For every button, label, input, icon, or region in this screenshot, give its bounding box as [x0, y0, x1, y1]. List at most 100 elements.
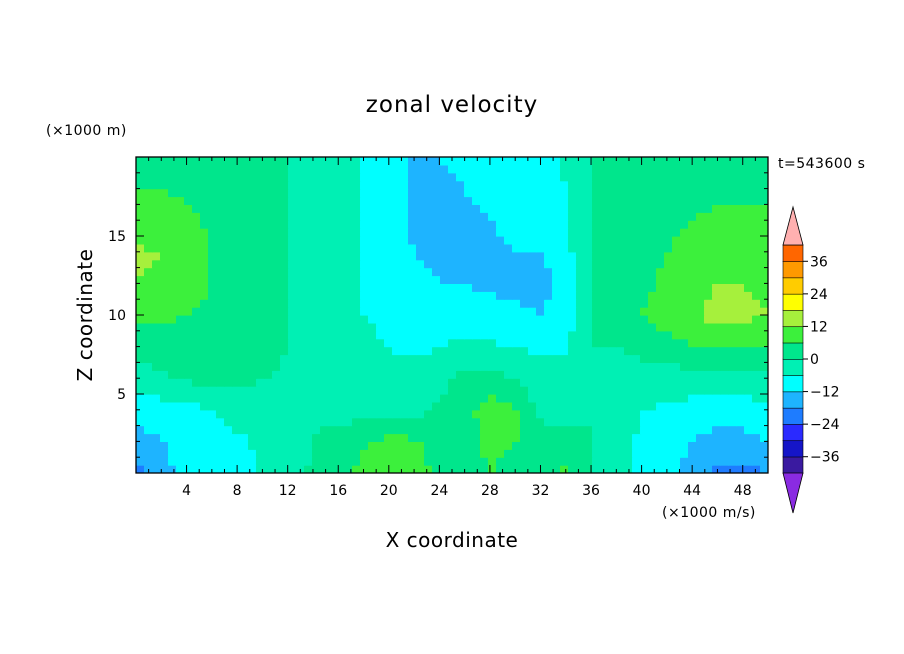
- heatmap-cell: [712, 243, 721, 253]
- heatmap-cell: [200, 243, 209, 253]
- heatmap-cell: [736, 401, 745, 411]
- heatmap-cell: [536, 457, 545, 466]
- heatmap-cell: [408, 307, 417, 316]
- heatmap-cell: [568, 417, 577, 427]
- heatmap-cell: [736, 251, 745, 261]
- heatmap-cell: [296, 228, 305, 237]
- heatmap-cell: [240, 283, 249, 292]
- heatmap-cell: [536, 433, 545, 442]
- heatmap-cell: [624, 354, 633, 363]
- heatmap-cell: [160, 457, 169, 466]
- heatmap-cell: [152, 354, 161, 363]
- heatmap-cell: [408, 164, 417, 174]
- heatmap-cell: [760, 267, 768, 277]
- heatmap-cell: [392, 267, 401, 277]
- heatmap-cell: [224, 315, 233, 324]
- heatmap-cell: [184, 180, 193, 190]
- heatmap-cell: [224, 370, 233, 379]
- heatmap-cell: [216, 220, 225, 229]
- heatmap-cell: [272, 204, 281, 213]
- heatmap-cell: [632, 465, 641, 473]
- heatmap-cell: [520, 465, 529, 473]
- heatmap-cell: [544, 338, 553, 348]
- heatmap-cell: [416, 267, 425, 277]
- heatmap-cell: [520, 401, 529, 411]
- heatmap-cell: [192, 449, 201, 458]
- heatmap-cell: [624, 243, 633, 253]
- heatmap-cell: [248, 433, 257, 442]
- heatmap-cell: [152, 449, 161, 458]
- heatmap-cell: [688, 291, 697, 300]
- heatmap-cell: [368, 401, 377, 411]
- heatmap-cell: [656, 401, 665, 411]
- heatmap-cell: [688, 212, 697, 221]
- heatmap-cell: [480, 330, 489, 340]
- heatmap-cell: [448, 220, 457, 229]
- heatmap-cell: [408, 157, 417, 166]
- heatmap-cell: [248, 465, 257, 473]
- heatmap-cell: [736, 259, 745, 269]
- heatmap-cell: [648, 188, 657, 198]
- heatmap-cell: [320, 307, 329, 316]
- heatmap-cell: [496, 307, 505, 316]
- heatmap-cell: [472, 425, 481, 435]
- heatmap-cell: [704, 457, 713, 466]
- heatmap-cell: [624, 330, 633, 340]
- heatmap-cell: [464, 354, 473, 363]
- heatmap-cell: [736, 465, 745, 473]
- heatmap-cell: [744, 370, 753, 379]
- heatmap-cell: [232, 299, 241, 308]
- heatmap-cell: [760, 259, 768, 269]
- heatmap-cell: [616, 457, 625, 466]
- heatmap-cell: [504, 378, 513, 387]
- heatmap-cell: [152, 433, 161, 442]
- heatmap-cell: [520, 172, 529, 182]
- heatmap-cell: [648, 401, 657, 411]
- heatmap-cell: [568, 322, 577, 332]
- heatmap-cell: [728, 164, 737, 174]
- heatmap-cell: [416, 307, 425, 316]
- heatmap-cell: [496, 338, 505, 348]
- heatmap-cell: [408, 204, 417, 213]
- heatmap-cell: [712, 196, 721, 205]
- heatmap-cell: [632, 204, 641, 213]
- heatmap-cell: [168, 315, 177, 324]
- heatmap-cell: [352, 338, 361, 348]
- heatmap-cell: [456, 441, 465, 450]
- heatmap-cell: [416, 275, 425, 284]
- heatmap-cell: [176, 212, 185, 221]
- heatmap-cell: [296, 322, 305, 332]
- heatmap-cell: [728, 275, 737, 284]
- heatmap-cell: [408, 465, 417, 473]
- heatmap-cell: [640, 251, 649, 261]
- heatmap-cell: [496, 315, 505, 324]
- heatmap-cell: [592, 378, 601, 387]
- heatmap-cell: [536, 188, 545, 198]
- heatmap-cell: [528, 157, 537, 166]
- heatmap-cell: [600, 204, 609, 213]
- heatmap-cell: [672, 433, 681, 442]
- heatmap-cell: [608, 322, 617, 332]
- heatmap-cell: [552, 164, 561, 174]
- heatmap-cell: [240, 275, 249, 284]
- heatmap-cell: [224, 204, 233, 213]
- heatmap-cell: [584, 283, 593, 292]
- heatmap-cell: [752, 172, 761, 182]
- heatmap-cell: [544, 441, 553, 450]
- heatmap-cell: [584, 394, 593, 403]
- heatmap-cell: [528, 259, 537, 269]
- heatmap-cell: [312, 378, 321, 387]
- heatmap-cell: [712, 220, 721, 229]
- heatmap-cell: [480, 267, 489, 277]
- heatmap-cell: [424, 354, 433, 363]
- heatmap-cell: [672, 449, 681, 458]
- heatmap-cell: [496, 283, 505, 292]
- heatmap-cell: [200, 401, 209, 411]
- heatmap-cell: [568, 433, 577, 442]
- heatmap-cell: [136, 275, 145, 284]
- heatmap-cell: [184, 172, 193, 182]
- heatmap-cell: [296, 267, 305, 277]
- heatmap-cell: [576, 433, 585, 442]
- heatmap-cell: [312, 251, 321, 261]
- colorbar-segment: [782, 244, 804, 262]
